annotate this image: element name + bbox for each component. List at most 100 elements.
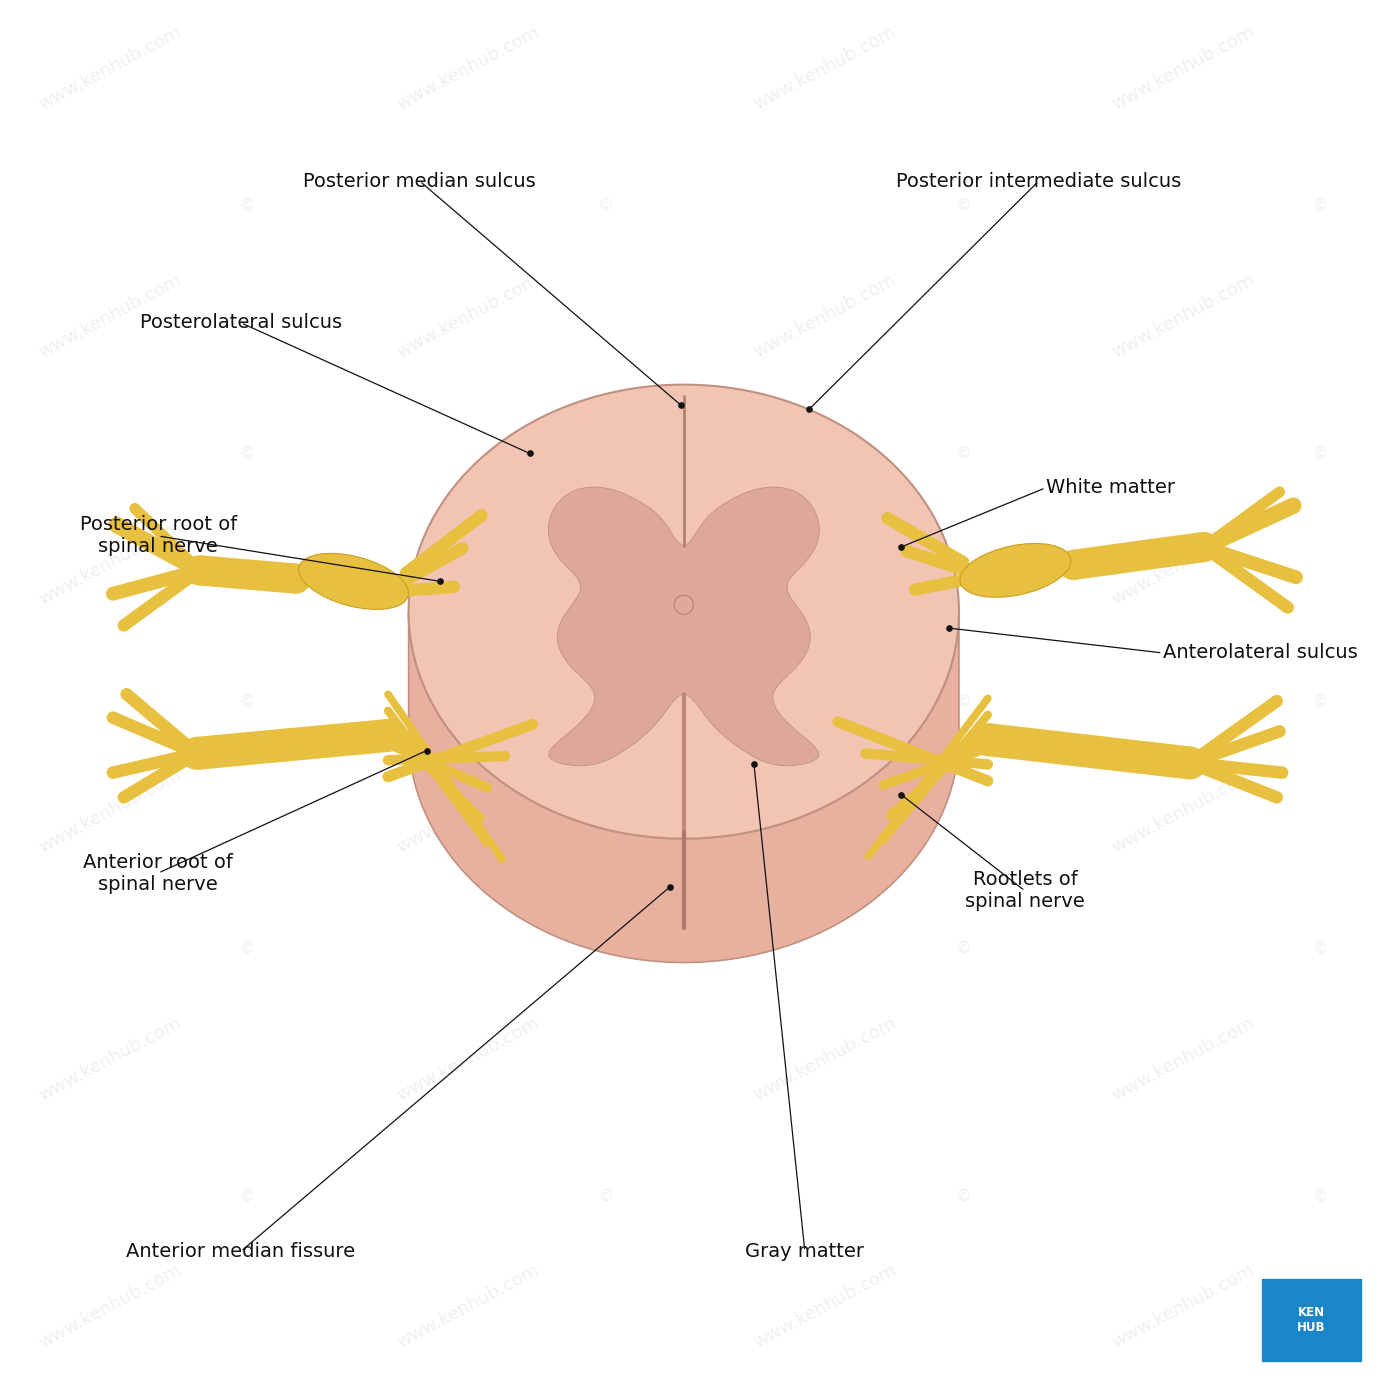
Polygon shape xyxy=(385,708,490,846)
Circle shape xyxy=(384,739,393,749)
Polygon shape xyxy=(1071,532,1205,580)
Text: www.kenhub.com: www.kenhub.com xyxy=(1109,22,1257,113)
Polygon shape xyxy=(836,717,990,785)
Circle shape xyxy=(384,690,392,699)
Circle shape xyxy=(886,811,895,820)
Polygon shape xyxy=(888,728,991,819)
Circle shape xyxy=(1271,694,1282,707)
Circle shape xyxy=(984,711,993,720)
Circle shape xyxy=(500,750,510,762)
Circle shape xyxy=(860,748,871,759)
Circle shape xyxy=(280,563,311,594)
Circle shape xyxy=(181,736,213,770)
Text: www.kenhub.com: www.kenhub.com xyxy=(1109,518,1257,609)
Circle shape xyxy=(393,585,405,598)
Circle shape xyxy=(120,687,133,700)
Polygon shape xyxy=(388,750,505,766)
Circle shape xyxy=(878,780,888,790)
Polygon shape xyxy=(1200,498,1296,554)
Text: Posterior intermediate sulcus: Posterior intermediate sulcus xyxy=(896,172,1182,190)
Polygon shape xyxy=(400,543,465,587)
Circle shape xyxy=(190,748,203,760)
Text: www.kenhub.com: www.kenhub.com xyxy=(750,518,900,609)
Text: www.kenhub.com: www.kenhub.com xyxy=(1109,270,1257,361)
Circle shape xyxy=(1196,539,1212,556)
Text: ©: © xyxy=(1313,941,1329,956)
Text: ©: © xyxy=(1313,1189,1329,1204)
Circle shape xyxy=(526,720,538,729)
Text: www.kenhub.com: www.kenhub.com xyxy=(393,22,542,113)
Polygon shape xyxy=(113,518,203,578)
Circle shape xyxy=(185,556,214,585)
Circle shape xyxy=(371,720,405,752)
Text: Posterior median sulcus: Posterior median sulcus xyxy=(304,172,536,190)
Ellipse shape xyxy=(298,553,409,609)
Circle shape xyxy=(193,564,206,577)
Circle shape xyxy=(983,759,993,770)
Circle shape xyxy=(195,564,204,575)
Text: ©: © xyxy=(955,941,970,956)
Text: www.kenhub.com: www.kenhub.com xyxy=(35,22,185,113)
Polygon shape xyxy=(1201,540,1298,584)
Text: www.kenhub.com: www.kenhub.com xyxy=(393,766,542,857)
Circle shape xyxy=(983,743,993,753)
Text: www.kenhub.com: www.kenhub.com xyxy=(393,270,542,361)
Circle shape xyxy=(1184,757,1196,769)
Circle shape xyxy=(1197,540,1211,554)
Polygon shape xyxy=(1187,696,1281,769)
Text: Anterior median fissure: Anterior median fissure xyxy=(126,1242,356,1261)
Text: www.kenhub.com: www.kenhub.com xyxy=(1109,766,1257,857)
Circle shape xyxy=(482,783,491,792)
Circle shape xyxy=(384,707,392,715)
Circle shape xyxy=(1274,725,1285,738)
Circle shape xyxy=(1197,540,1210,553)
Text: www.kenhub.com: www.kenhub.com xyxy=(35,1014,185,1105)
Text: Gray matter: Gray matter xyxy=(745,1242,864,1261)
Circle shape xyxy=(192,563,207,578)
Text: ©: © xyxy=(955,447,970,461)
Text: www.kenhub.com: www.kenhub.com xyxy=(35,766,185,857)
Polygon shape xyxy=(986,724,1191,780)
Circle shape xyxy=(983,776,994,787)
Circle shape xyxy=(476,813,484,822)
Circle shape xyxy=(879,836,888,844)
Text: ©: © xyxy=(1313,693,1329,708)
Circle shape xyxy=(498,855,505,862)
Circle shape xyxy=(956,556,969,568)
Circle shape xyxy=(1173,746,1207,780)
Polygon shape xyxy=(111,564,202,601)
Circle shape xyxy=(881,512,893,524)
Text: Anterolateral sulcus: Anterolateral sulcus xyxy=(1162,644,1358,662)
Circle shape xyxy=(398,575,409,588)
Circle shape xyxy=(106,587,119,601)
Text: www.kenhub.com: www.kenhub.com xyxy=(393,1014,542,1105)
Polygon shape xyxy=(120,566,203,630)
Text: Rootlets of
spinal nerve: Rootlets of spinal nerve xyxy=(965,871,1085,911)
Text: ©: © xyxy=(598,447,613,461)
Circle shape xyxy=(106,766,119,778)
Polygon shape xyxy=(112,748,199,778)
Circle shape xyxy=(984,694,991,703)
Polygon shape xyxy=(549,487,819,766)
Polygon shape xyxy=(120,748,200,802)
Text: ©: © xyxy=(955,199,970,213)
Polygon shape xyxy=(865,748,988,770)
Polygon shape xyxy=(132,504,203,574)
Polygon shape xyxy=(1189,725,1281,769)
Text: www.kenhub.com: www.kenhub.com xyxy=(35,1261,185,1352)
Polygon shape xyxy=(399,581,455,598)
Circle shape xyxy=(399,567,412,580)
Text: ©: © xyxy=(239,447,255,461)
Circle shape xyxy=(1198,542,1210,553)
Polygon shape xyxy=(199,556,297,594)
Circle shape xyxy=(1184,757,1196,769)
Text: ©: © xyxy=(598,941,613,956)
Ellipse shape xyxy=(960,543,1071,598)
Circle shape xyxy=(106,711,119,724)
Circle shape xyxy=(384,722,392,732)
Polygon shape xyxy=(195,720,389,770)
Text: www.kenhub.com: www.kenhub.com xyxy=(750,1014,900,1105)
Circle shape xyxy=(448,581,461,594)
Circle shape xyxy=(382,771,393,783)
Text: www.kenhub.com: www.kenhub.com xyxy=(750,766,900,857)
